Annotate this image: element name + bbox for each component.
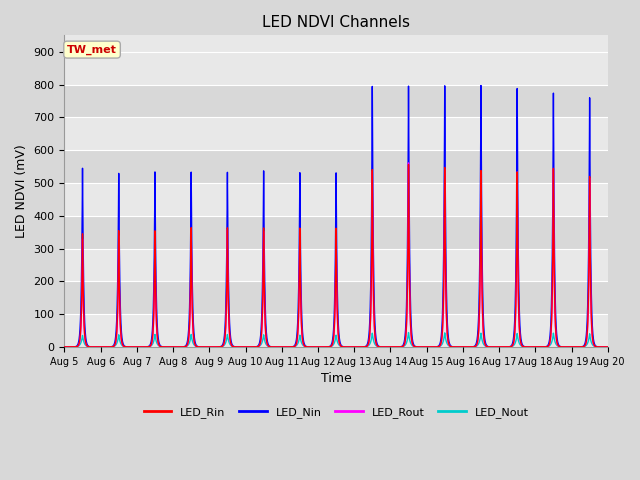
Bar [65,150,608,183]
Y-axis label: LED NDVI (mV): LED NDVI (mV) [15,144,28,238]
Title: LED NDVI Channels: LED NDVI Channels [262,15,410,30]
Bar [65,52,608,84]
Bar [65,314,608,347]
Bar [65,249,608,281]
Legend: LED_Rin, LED_Nin, LED_Rout, LED_Nout: LED_Rin, LED_Nin, LED_Rout, LED_Nout [139,402,533,422]
Bar [65,183,608,216]
Bar [65,117,608,150]
X-axis label: Time: Time [321,372,351,385]
Bar [65,281,608,314]
Bar [65,84,608,117]
Text: TW_met: TW_met [67,45,117,55]
Bar [65,216,608,249]
